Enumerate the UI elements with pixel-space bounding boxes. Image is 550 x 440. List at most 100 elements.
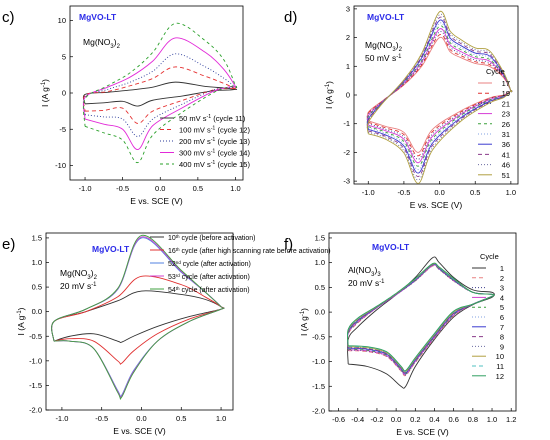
- legend-label: 17: [502, 79, 510, 88]
- legend-label: 4: [500, 293, 504, 302]
- panel-label: f): [284, 236, 293, 253]
- y-tick-label: -1.0: [29, 356, 42, 365]
- y-tick-label: -3: [343, 177, 350, 186]
- legend-label: 46: [502, 161, 510, 170]
- sample-tag: MgVO-LT: [372, 242, 410, 252]
- x-tick-label: 0.5: [193, 184, 203, 193]
- series-line: [82, 53, 238, 137]
- plot-frame: [328, 232, 517, 412]
- series-line: [347, 262, 495, 372]
- y-tick-label: 0.5: [315, 283, 325, 292]
- legend-label: 41: [502, 150, 510, 159]
- electrolyte-label: Mg(NO3)2: [83, 37, 120, 50]
- y-tick-label: 5: [62, 52, 66, 61]
- legend-label: 9: [500, 342, 504, 351]
- legend-label: 16th cycle (after high scanning rate bef…: [168, 247, 331, 256]
- legend-label: 19: [502, 89, 510, 98]
- series-line: [366, 31, 513, 160]
- series-line: [82, 81, 238, 107]
- series-line: [366, 34, 513, 157]
- legend-label: 1: [500, 264, 504, 273]
- electrolyte-label: Al(NO3)3: [348, 265, 381, 278]
- series-line: [82, 37, 238, 150]
- legend-label: 3: [500, 284, 504, 293]
- x-axis-label: E vs. SCE (V): [113, 426, 166, 436]
- y-tick-label: 0.5: [32, 283, 42, 292]
- y-tick-label: -0.5: [29, 332, 42, 341]
- plot-frame: [45, 232, 234, 411]
- x-tick-label: -1.0: [79, 184, 92, 193]
- legend-title: Cycle: [486, 67, 505, 76]
- x-tick-label: 1.0: [216, 414, 226, 423]
- series-line: [347, 256, 495, 389]
- chart-panel-c: -1.0 -0.5 0.0 0.5 1.0 10 5 0 -5 -10 E vs. SCE (V) I…: [2, 5, 250, 206]
- y-tick-label: 1.0: [32, 258, 42, 267]
- legend-label: 8: [500, 333, 504, 342]
- legend-label: 36: [502, 140, 510, 149]
- legend-label: 300 mV s-1 (cycle 14): [179, 149, 250, 158]
- legend-label: 5: [500, 303, 504, 312]
- legend-label: 100 mV s-1 (cycle 12): [179, 126, 250, 135]
- series-line: [82, 66, 238, 124]
- x-tick-label: -0.2: [370, 415, 383, 424]
- x-tick-label: 1.0: [487, 415, 497, 424]
- x-tick-label: 1.0: [506, 188, 516, 197]
- y-axis-label: I (A g-1): [16, 307, 26, 335]
- x-tick-label: -1.0: [55, 414, 68, 423]
- series-line: [51, 290, 225, 344]
- y-tick-label: -10: [55, 161, 66, 170]
- series-line: [82, 22, 238, 164]
- legend-label: 23: [502, 110, 510, 119]
- sample-tag: MgVO-LT: [92, 244, 130, 254]
- legend-label: 52nd cycle (after activation): [168, 260, 251, 269]
- y-tick-label: -0.5: [312, 332, 325, 341]
- x-axis-label: E vs. SCE (V): [396, 427, 449, 437]
- legend-title: Cycle: [480, 252, 499, 261]
- y-tick-label: -1.0: [312, 357, 325, 366]
- x-tick-label: 0.6: [448, 415, 458, 424]
- electrolyte-label: Mg(NO3)2: [365, 40, 402, 53]
- y-tick-label: 10: [58, 16, 66, 25]
- scan-rate-label: 50 mV s-1: [365, 53, 402, 63]
- y-tick-label: -2.0: [312, 407, 325, 416]
- legend-label: 400 mV s-1 (cycle 15): [179, 160, 250, 169]
- x-tick-label: 0.0: [391, 415, 401, 424]
- x-tick-label: -1.0: [362, 188, 375, 197]
- legend-label: 54th cycle (after activation): [168, 286, 250, 295]
- x-tick-label: -0.5: [95, 414, 108, 423]
- legend-label: 12: [496, 372, 504, 381]
- x-tick-label: 0.2: [410, 415, 420, 424]
- series-line: [366, 10, 513, 184]
- legend-label: 53rd cycle (after activation): [168, 273, 250, 282]
- x-tick-label: 0.8: [468, 415, 478, 424]
- legend-label: 26: [502, 120, 510, 129]
- plot-frame: [353, 5, 519, 185]
- x-tick-label: -0.6: [332, 415, 345, 424]
- y-tick-label: -5: [59, 125, 66, 134]
- legend-label: 31: [502, 130, 510, 139]
- x-tick-label: 0.5: [176, 414, 186, 423]
- x-tick-label: 0.0: [434, 188, 444, 197]
- x-tick-label: 0.0: [136, 414, 146, 423]
- panel-label: d): [284, 9, 297, 26]
- y-tick-label: 0: [62, 89, 66, 98]
- scan-rate-label: 20 mV s-1: [348, 278, 385, 288]
- y-tick-label: 1.5: [315, 233, 325, 242]
- y-tick-label: 3: [346, 4, 350, 13]
- chart-panel-e: -1.0 -0.5 0.0 0.5 1.0 1.5 1.0 0.5 0.0 -0.5 -1.0 -1.…: [2, 232, 331, 436]
- legend-label: 11: [496, 362, 504, 371]
- scan-rate-label: 20 mV s-1: [60, 281, 97, 291]
- x-axis-label: E vs. SCE (V): [130, 196, 183, 206]
- series-line: [366, 16, 513, 177]
- legend-label: 51: [502, 171, 510, 180]
- legend-label: 10: [496, 352, 504, 361]
- legend-label: 21: [502, 99, 510, 108]
- legend-label: 50 mV s-1 (cycle 11): [179, 114, 246, 123]
- x-tick-label: -0.5: [397, 188, 410, 197]
- legend-label: 200 mV s-1 (cycle 13): [179, 137, 250, 146]
- legend-label: 10th cycle (before activation): [168, 234, 255, 243]
- y-axis-label: I (A g-1): [40, 79, 50, 107]
- x-tick-label: -0.5: [116, 184, 129, 193]
